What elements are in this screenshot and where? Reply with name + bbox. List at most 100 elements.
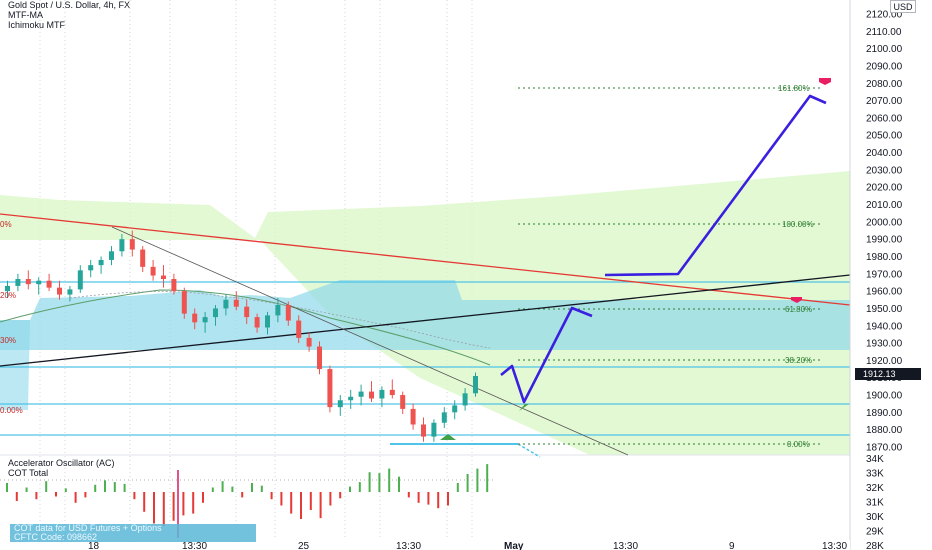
candle	[140, 246, 146, 273]
candle-body	[213, 308, 218, 318]
projection-path-down-up	[500, 306, 593, 404]
price-label: 2060.00	[866, 113, 903, 124]
candle-body	[192, 313, 198, 323]
candle-body	[109, 251, 114, 260]
candle	[296, 315, 302, 344]
currency-unit[interactable]: USD	[890, 0, 916, 13]
price-label: 1950.00	[866, 304, 903, 315]
oscillator-bar	[476, 468, 479, 492]
candle	[348, 389, 354, 409]
left-edge-label: 0.00%	[0, 406, 23, 415]
candle	[150, 259, 156, 281]
price-label: 1970.00	[866, 269, 903, 280]
candle-body	[275, 304, 281, 316]
oscillator-bar	[211, 487, 214, 492]
indicator-ichimoku[interactable]: Ichimoku MTF	[8, 20, 66, 30]
candle-body	[379, 389, 385, 399]
price-label: 2000.00	[866, 217, 903, 228]
indicator-mtf-ma[interactable]: MTF-MA	[8, 10, 43, 20]
oscillator-bar	[94, 484, 97, 492]
candle-body	[223, 299, 229, 309]
candle	[5, 280, 10, 299]
candle	[98, 256, 104, 274]
candle	[285, 301, 291, 326]
candle	[265, 311, 270, 335]
osc-label: 29K	[866, 527, 884, 538]
oscillator-bar	[300, 492, 302, 519]
oscillator-bar	[427, 492, 430, 505]
candle	[244, 299, 250, 325]
oscillator-bar	[251, 483, 253, 492]
oscillator-bar	[182, 492, 185, 516]
candle	[358, 384, 364, 406]
price-label: 2040.00	[866, 148, 903, 159]
price-label: 2010.00	[866, 200, 903, 211]
candle-body	[46, 280, 52, 288]
candle-body	[57, 287, 62, 295]
oscillator-bar	[25, 487, 28, 492]
osc-label: 30K	[866, 512, 884, 523]
candle-body	[25, 278, 31, 285]
oscillator-axis[interactable]: 34K 33K 32K 31K 30K 29K 28K	[866, 454, 884, 550]
oscillator-bar	[358, 482, 361, 492]
candle	[77, 265, 83, 293]
candle	[119, 233, 125, 257]
price-label: 1960.00	[866, 287, 903, 298]
moving-average-green	[0, 289, 491, 366]
candle-body	[306, 337, 312, 347]
candle-body	[285, 304, 291, 321]
oscillator-bar	[319, 492, 322, 519]
candle-body	[88, 265, 94, 271]
candle-body	[5, 285, 10, 292]
candle	[192, 308, 198, 330]
left-edge-label: 20%	[0, 291, 16, 300]
candle-body	[296, 320, 302, 338]
candle	[327, 365, 333, 413]
candle	[25, 270, 31, 290]
candle-body	[171, 278, 177, 292]
price-label: 2100.00	[866, 44, 903, 55]
indicator-cot[interactable]: COT Total	[8, 468, 49, 478]
candle-body	[358, 391, 364, 397]
candle-body	[161, 275, 166, 279]
oscillator-legend: Accelerator Oscillator (AC) COT Total	[8, 458, 115, 478]
oscillator-bar	[378, 473, 381, 492]
osc-label: 32K	[866, 483, 884, 494]
oscillator-bar	[143, 492, 146, 512]
buy-arrow-icon-2	[440, 434, 456, 440]
candle	[233, 291, 239, 311]
candle	[389, 379, 395, 399]
oscillator-bar	[456, 483, 459, 492]
oscillator-bar	[260, 485, 263, 492]
time-label: May	[504, 541, 524, 550]
candle-body	[202, 317, 208, 323]
price-axis[interactable]: 2120.00 2110.00 2100.00 2090.00 2080.00 2070.…	[866, 10, 903, 454]
candle-body	[337, 400, 343, 408]
ichimoku-cloud-blue	[0, 280, 850, 350]
candle-body	[348, 396, 354, 401]
candle-body	[36, 280, 42, 285]
time-label: 13:30	[822, 541, 847, 550]
trendline-gray-down	[111, 226, 629, 456]
candle-body	[67, 289, 73, 295]
oscillator-bar	[45, 481, 48, 492]
price-label: 2090.00	[866, 61, 903, 72]
candle	[431, 419, 437, 442]
fib-label-161: 161.80%	[778, 84, 810, 93]
oscillator-bar	[35, 492, 38, 500]
candle-body	[140, 249, 146, 267]
oscillator-bar	[486, 464, 489, 492]
oscillator-bar	[241, 492, 244, 498]
price-label: 1930.00	[866, 339, 903, 350]
candle	[213, 304, 218, 326]
sell-arrow-icon	[819, 78, 831, 85]
candle	[46, 273, 52, 292]
osc-label: 34K	[866, 454, 884, 465]
oscillator-bar	[280, 492, 283, 506]
candle	[171, 273, 177, 295]
indicator-accelerator[interactable]: Accelerator Oscillator (AC)	[8, 458, 115, 468]
chart-legend: Gold Spot / U.S. Dollar, 4h, FX MTF-MA I…	[8, 0, 130, 30]
time-axis[interactable]: 18 13:30 25 13:30 May 13:30 9 13:30	[88, 541, 847, 550]
time-label: 25	[298, 541, 310, 550]
